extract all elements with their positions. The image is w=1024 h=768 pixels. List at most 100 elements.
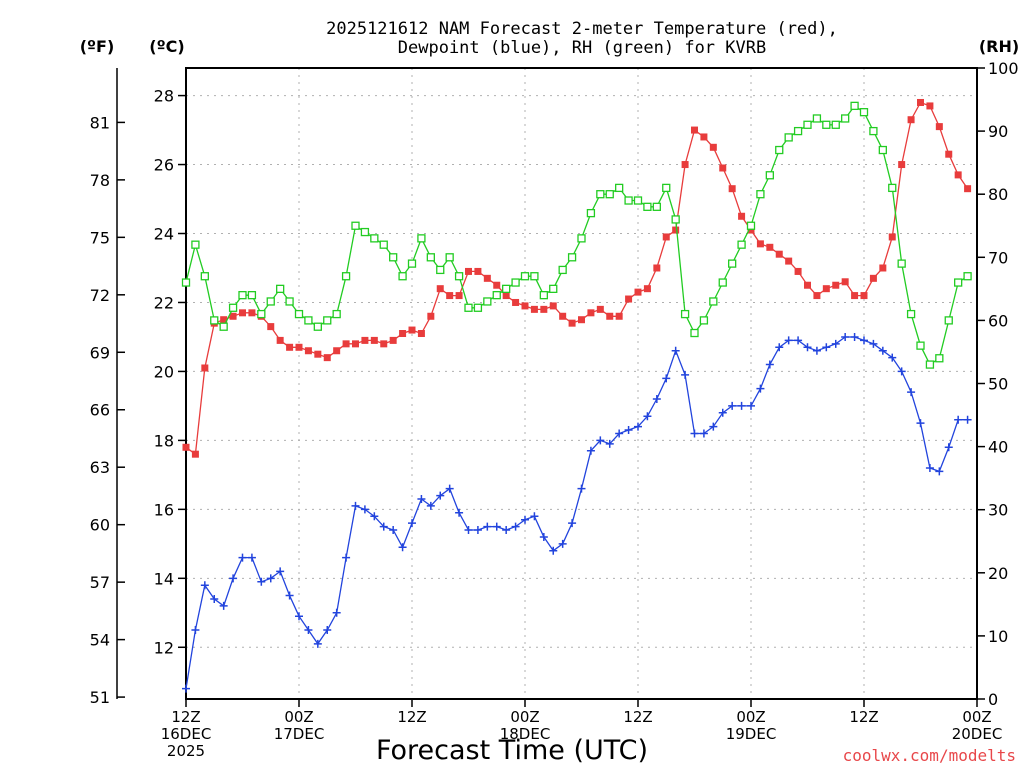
time-tick-label: 12Z <box>623 708 652 726</box>
rh-point <box>294 309 304 319</box>
rh-point <box>341 272 351 281</box>
temperature-point <box>399 330 407 338</box>
dewpoint-point <box>850 332 859 341</box>
temperature-point <box>201 364 209 372</box>
celsius-tick-label: 18 <box>154 431 174 450</box>
temperature-point <box>295 343 303 351</box>
temperature-point <box>276 336 284 344</box>
dewpoint-point <box>652 395 661 404</box>
rh-tick-label: 40 <box>988 438 1008 457</box>
temperature-point <box>964 185 972 193</box>
temperature-point <box>540 305 548 313</box>
temperature-point <box>907 116 915 124</box>
rh-point <box>652 202 661 211</box>
time-tick-label: 12Z <box>397 708 426 726</box>
time-tick-label: 17DEC <box>274 725 325 743</box>
dewpoint-point <box>200 581 209 590</box>
dewpoint-point <box>605 439 614 448</box>
dewpoint-point <box>963 415 972 424</box>
rh-series <box>181 101 972 369</box>
fahrenheit-tick-label: 63 <box>90 458 110 477</box>
temperature-point <box>549 302 557 310</box>
temperature-point <box>700 133 708 141</box>
rh-point <box>483 297 492 306</box>
rh-tick-label: 70 <box>988 248 1008 267</box>
rh-point <box>210 316 219 325</box>
dewpoint-point <box>737 401 746 410</box>
dewpoint-point <box>615 429 624 438</box>
rh-point <box>841 114 850 123</box>
temperature-point <box>323 354 331 362</box>
rh-point <box>228 303 238 312</box>
dewpoint-point <box>455 508 464 517</box>
time-tick-label: 00Z <box>736 708 765 726</box>
dewpoint-point <box>925 463 934 472</box>
temperature-point <box>455 292 463 300</box>
temperature-point <box>615 312 623 320</box>
temperature-point <box>841 278 849 286</box>
rh-point <box>539 291 548 300</box>
temperature-point <box>427 312 435 320</box>
rh-point <box>323 316 332 325</box>
dewpoint-point <box>473 526 482 535</box>
temperature-point <box>182 443 190 451</box>
rh-point <box>247 291 257 300</box>
plot-frame <box>185 67 978 700</box>
temperature-point <box>785 257 793 265</box>
rh-point <box>530 272 539 281</box>
temperature-point <box>747 226 755 234</box>
rh-point <box>181 278 191 287</box>
temperature-point <box>945 150 953 158</box>
rh-point <box>398 272 407 281</box>
rh-point <box>680 309 690 319</box>
dewpoint-point <box>445 484 454 493</box>
dewpoint-point <box>907 388 916 397</box>
temperature-point <box>832 281 840 289</box>
temperature-point <box>342 340 350 348</box>
temperature-point <box>672 226 680 234</box>
dewpoint-point <box>370 512 379 521</box>
celsius-tick-label: 14 <box>154 569 174 588</box>
time-tick-label: 18DEC <box>500 725 551 743</box>
temperature-point <box>634 288 642 296</box>
time-tick-label: 00Z <box>962 708 991 726</box>
dewpoint-point <box>360 505 369 514</box>
temperature-point <box>691 126 698 134</box>
dewpoint-point <box>266 574 275 583</box>
temperature-point <box>813 292 821 300</box>
temperature-point <box>239 309 246 317</box>
rh-point <box>615 183 624 193</box>
rh-point <box>257 309 266 319</box>
rh-point <box>803 120 812 129</box>
dewpoint-point <box>332 608 341 617</box>
dewpoint-point <box>812 346 821 355</box>
fahrenheit-unit-label: (ºF) <box>80 37 115 56</box>
rh-point <box>925 360 935 369</box>
rh-point <box>276 284 285 294</box>
rh-series-line <box>185 105 968 366</box>
rh-tick-label: 60 <box>988 311 1008 330</box>
chart-title-line2: Dewpoint (blue), RH (green) for KVRB <box>398 38 766 58</box>
rh-point <box>935 354 944 363</box>
fahrenheit-tick-label: 72 <box>90 286 110 305</box>
rh-point <box>605 190 614 199</box>
fahrenheit-tick-label: 78 <box>90 171 110 190</box>
rh-point <box>859 108 869 117</box>
dewpoint-point <box>897 367 906 376</box>
chart-title-line1: 2025121612 NAM Forecast 2-meter Temperat… <box>326 19 838 39</box>
temperature-point <box>465 267 472 275</box>
temperature-point <box>804 281 811 289</box>
rh-point <box>869 126 878 136</box>
temperature-point <box>502 292 510 300</box>
dewpoint-point <box>869 339 878 348</box>
temperature-point <box>286 343 294 351</box>
dewpoint-point <box>878 346 887 355</box>
rh-tick-label: 90 <box>988 122 1008 141</box>
temperature-point <box>483 274 491 282</box>
temperature-point <box>568 319 576 327</box>
rh-point <box>417 234 426 243</box>
dewpoint-point <box>577 484 586 493</box>
celsius-tick-label: 28 <box>154 87 174 106</box>
rh-point <box>897 259 906 268</box>
